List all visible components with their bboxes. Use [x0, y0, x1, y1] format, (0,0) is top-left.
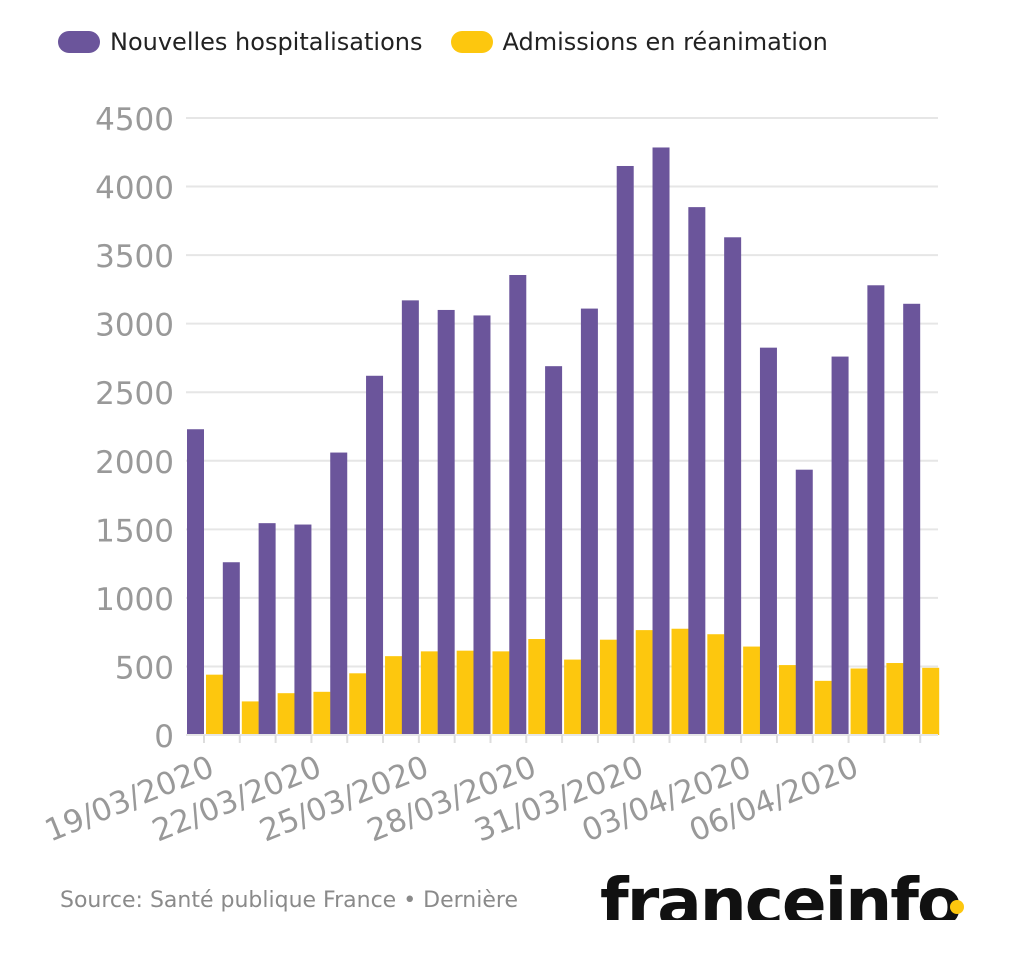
y-tick-label: 1000 — [95, 582, 174, 618]
legend-item-hosp: Nouvelles hospitalisations — [58, 28, 423, 56]
logo-text: franceinfo — [600, 870, 962, 920]
y-tick-label: 4500 — [95, 102, 174, 138]
legend-label-hosp: Nouvelles hospitalisations — [110, 28, 423, 56]
logo-dot-icon — [950, 900, 964, 914]
y-tick-label: 500 — [115, 650, 174, 686]
y-tick-label: 2000 — [95, 445, 174, 481]
bar-rea — [635, 630, 653, 735]
bar-hosp — [330, 452, 348, 735]
bar-hosp — [366, 375, 384, 735]
franceinfo-logo: franceinfo — [600, 870, 980, 920]
bar-hosp — [437, 309, 455, 735]
bar-hosp — [688, 207, 706, 736]
bar-hosp — [294, 524, 312, 735]
bar-rea — [385, 656, 403, 735]
bar-hosp — [795, 469, 813, 735]
legend-swatch-hosp — [58, 31, 100, 53]
bar-hosp — [903, 303, 921, 735]
bar-hosp — [222, 562, 240, 735]
bar-hosp — [509, 274, 527, 735]
legend-label-rea: Admissions en réanimation — [502, 28, 828, 56]
y-tick-label: 4000 — [95, 171, 174, 207]
bar-hosp — [545, 366, 563, 735]
bar-rea — [886, 663, 904, 735]
bar-rea — [564, 659, 582, 735]
bar-hosp — [616, 165, 634, 735]
bar-rea — [456, 650, 474, 735]
bar-rea — [850, 668, 868, 735]
y-tick-label: 1500 — [95, 513, 174, 549]
bar-rea — [528, 639, 546, 735]
bar-rea — [206, 674, 223, 735]
bar-rea — [277, 693, 295, 735]
bar-hosp — [867, 285, 885, 735]
bar-rea — [349, 673, 367, 735]
bar-hosp — [473, 315, 491, 735]
source-note: Source: Santé publique France • Dernière — [60, 888, 518, 913]
bar-rea — [420, 651, 438, 735]
y-tick-label: 3500 — [95, 239, 174, 275]
chart-legend: Nouvelles hospitalisations Admissions en… — [58, 28, 856, 56]
y-tick-label: 3000 — [95, 308, 174, 344]
y-axis: 0 500 1000 1500 2000 2500 3000 3500 4000 4500 — [95, 102, 174, 755]
bar-hosp — [759, 347, 777, 735]
bar-rea — [743, 646, 761, 735]
bar-rea — [707, 634, 725, 735]
legend-swatch-rea — [450, 31, 493, 53]
x-axis: 19/03/202022/03/202025/03/202028/03/2020… — [40, 734, 938, 849]
bar-hosp — [258, 523, 276, 735]
legend-item-rea: Admissions en réanimation — [450, 28, 828, 56]
bar-rea — [599, 639, 617, 735]
bar-chart: 0 500 1000 1500 2000 2500 3000 3500 4000 4500 19/… — [40, 102, 940, 849]
bar-hosp — [187, 429, 204, 735]
bar-rea — [922, 667, 940, 735]
bar-rea — [492, 651, 510, 735]
bar-rea — [814, 680, 832, 735]
bar-hosp — [831, 356, 849, 735]
bar-hosp — [580, 308, 598, 735]
bar-rea — [778, 665, 796, 735]
bar-rea — [671, 628, 689, 735]
bar-hosp — [724, 237, 742, 735]
bar-rea — [241, 701, 259, 735]
bars — [187, 147, 940, 736]
y-tick-label: 2500 — [95, 376, 174, 412]
y-tick-label: 0 — [154, 719, 174, 755]
bar-hosp — [401, 300, 419, 735]
bar-hosp — [652, 147, 670, 735]
bar-rea — [313, 691, 331, 735]
